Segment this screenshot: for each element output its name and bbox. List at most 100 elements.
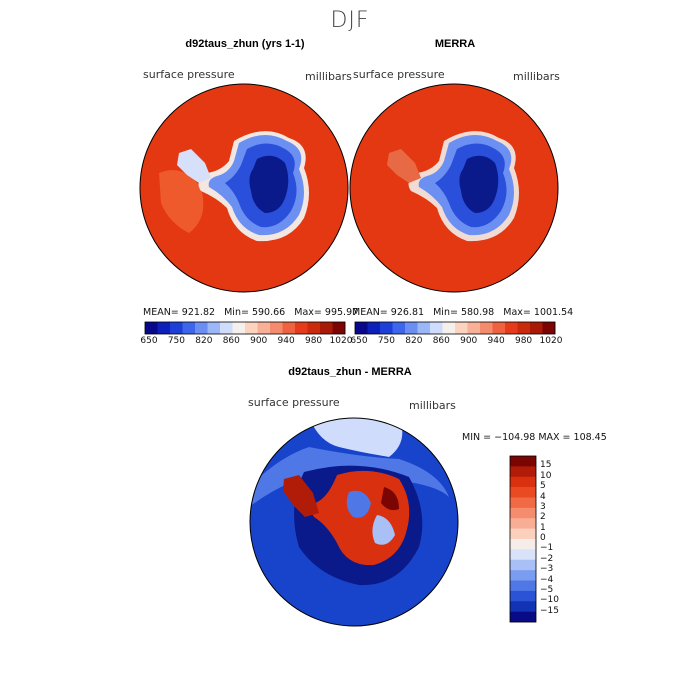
colorbar-swatch (510, 549, 536, 561)
colorbar-tick-label: 860 (222, 336, 240, 346)
colorbar-swatch (510, 580, 536, 592)
near-zero-band (309, 418, 403, 457)
colorbar-swatch (510, 497, 536, 509)
panel-1-units: millibars (305, 70, 352, 83)
panel-2-units: millibars (513, 70, 560, 83)
colorbar-swatch (505, 322, 518, 334)
antarctica-interior (459, 155, 499, 213)
colorbar-tick-label: 980 (304, 336, 323, 346)
diff-colorbar (509, 455, 537, 623)
colorbar-tick-label: 750 (377, 336, 396, 346)
colorbar-swatch (542, 322, 556, 334)
colorbar-swatch (232, 322, 246, 334)
panel-2-polar-map (349, 83, 559, 293)
colorbar-swatch (367, 322, 381, 334)
min-value: 580.98 (460, 307, 495, 318)
colorbar-swatch (257, 322, 271, 334)
colorbar-swatch (295, 322, 308, 334)
min-label: Min= (224, 307, 249, 318)
colorbar-tick-label: 900 (250, 336, 268, 346)
panel-1-title: d92taus_zhun (yrs 1-1) (185, 38, 305, 50)
colorbar-swatch (282, 322, 296, 334)
colorbar-tick-label: 940 (487, 336, 505, 346)
colorbar-swatch (195, 322, 208, 334)
colorbar-swatch (510, 570, 536, 581)
colorbar-swatch (430, 322, 443, 334)
panel-2-variable: surface pressure (353, 68, 445, 81)
panel-1-stats: MEAN= 921.82 Min= 590.66 Max= 995.97 (143, 307, 358, 318)
max-value: 1001.54 (533, 307, 574, 318)
colorbar-tick-label: 15 (540, 460, 552, 471)
colorbar-tick-label: 900 (460, 336, 478, 346)
panel-2-stats: MEAN= 926.81 Min= 580.98 Max= 1001.54 (352, 307, 573, 318)
colorbar-tick-label: 650 (140, 336, 158, 346)
colorbar-swatch (245, 322, 258, 334)
colorbar-tick-label: 650 (350, 336, 368, 346)
colorbar-swatch (510, 539, 536, 550)
colorbar-tick-label: 3 (540, 501, 546, 512)
diff-minmax: MIN = −104.98 MAX = 108.45 (462, 432, 607, 443)
colorbar-tick-label: −15 (540, 605, 559, 616)
colorbar-tick-label: −5 (540, 584, 554, 595)
colorbar-swatch (510, 487, 536, 498)
colorbar-swatch (517, 322, 531, 334)
colorbar-swatch (510, 476, 536, 488)
colorbar-swatch (510, 456, 536, 467)
colorbar-swatch (510, 528, 536, 540)
panel-1-colorbar-labels: 650 750 820 860 900 940 980 1020 (140, 336, 352, 348)
colorbar-tick-label: 820 (405, 336, 423, 346)
colorbar-tick-label: 0 (540, 533, 546, 543)
colorbar-swatch (530, 322, 543, 334)
colorbar-tick-label: 860 (432, 336, 450, 346)
min-value: 590.66 (251, 307, 286, 318)
colorbar-tick-label: 940 (277, 336, 295, 346)
colorbar-border (354, 321, 556, 335)
colorbar-swatch (467, 322, 481, 334)
colorbar-tick-label: −2 (540, 553, 554, 564)
colorbar-swatch (332, 322, 346, 334)
colorbar-swatch (442, 322, 456, 334)
min-label: Min= (433, 307, 458, 318)
panel-1-polar-map (139, 83, 349, 293)
colorbar-tick-label: 10 (540, 470, 552, 481)
colorbar-swatch (455, 322, 468, 334)
panel-1-variable: surface pressure (143, 68, 235, 81)
diff-colorbar-labels: 15 10 5 4 3 2 1 0 −1 −2 −3 −4 −5 −10 −15 (540, 456, 580, 622)
colorbar-swatch (417, 322, 431, 334)
panel-2-colorbar-labels: 650 750 820 860 900 940 980 1020 (350, 336, 562, 348)
diff-panel-units: millibars (409, 399, 456, 412)
colorbar-swatch (220, 322, 233, 334)
antarctic-peninsula (283, 475, 319, 517)
colorbar-swatch (510, 518, 536, 529)
colorbar-swatch (355, 322, 368, 334)
antarctic-peninsula (387, 149, 421, 183)
antarctica-interior (249, 155, 289, 213)
antarctic-peninsula (177, 149, 211, 183)
mean-label: MEAN= (143, 307, 179, 318)
colorbar-tick-label: 1020 (329, 336, 353, 346)
mean-value: 921.82 (181, 307, 216, 318)
colorbar-tick-label: 2 (540, 512, 546, 523)
colorbar-tick-label: 5 (540, 481, 546, 492)
colorbar-tick-label: −4 (540, 574, 554, 585)
colorbar-border (509, 455, 537, 623)
colorbar-swatch (207, 322, 221, 334)
colorbar-swatch (510, 559, 536, 571)
colorbar-tick-label: −1 (540, 543, 554, 554)
colorbar-swatch (392, 322, 406, 334)
season-title: DJF (330, 8, 370, 33)
colorbar-swatch (510, 590, 536, 602)
colorbar-swatch (510, 507, 536, 519)
colorbar-swatch (320, 322, 333, 334)
ocean-patch (159, 170, 204, 233)
colorbar-tick-label: 1 (540, 522, 546, 533)
colorbar-swatch (380, 322, 393, 334)
colorbar-swatch (510, 611, 536, 623)
diff-panel-title: d92taus_zhun - MERRA (288, 366, 412, 378)
colorbar-tick-label: 1020 (539, 336, 563, 346)
colorbar-swatch (145, 322, 158, 334)
mean-label: MEAN= (352, 307, 388, 318)
diff-polar-map (249, 417, 459, 627)
colorbar-tick-label: 4 (540, 491, 546, 502)
colorbar-tick-label: −3 (540, 564, 554, 575)
